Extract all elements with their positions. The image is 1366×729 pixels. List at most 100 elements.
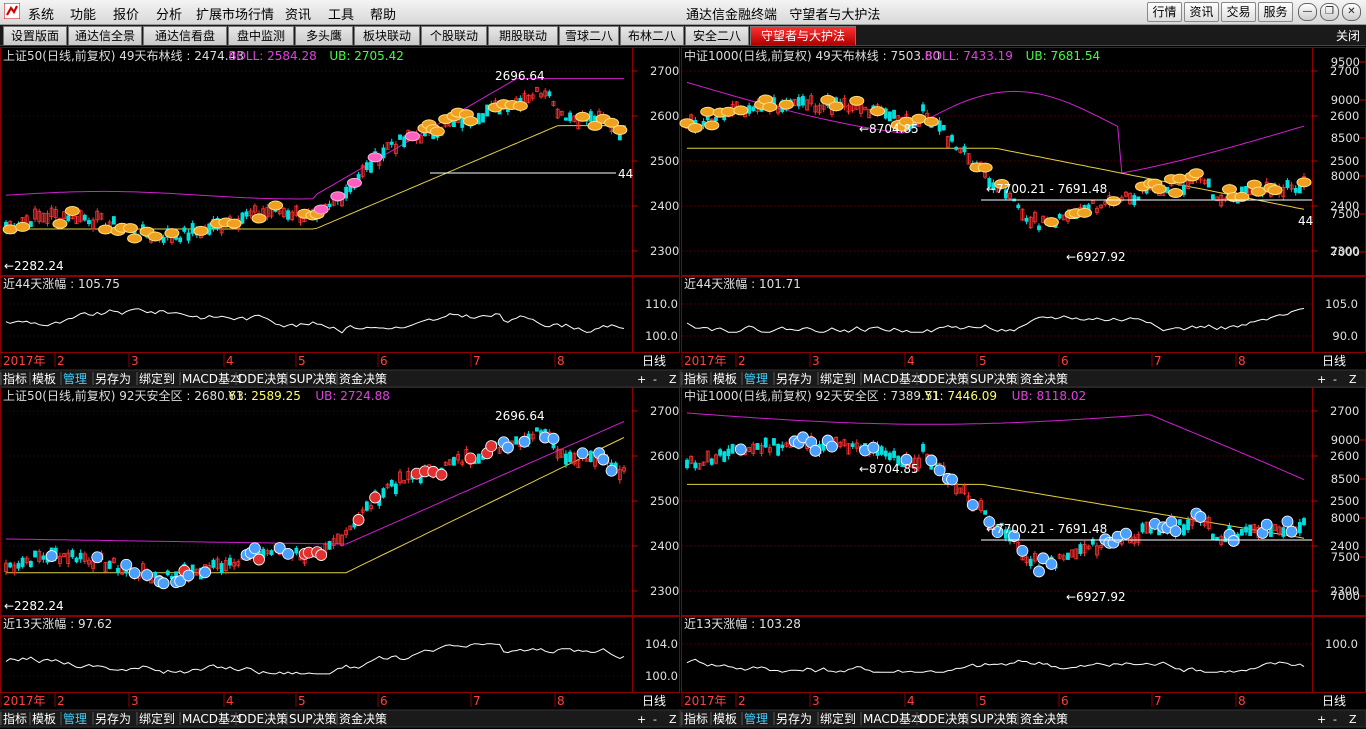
toolbar-6[interactable]: DDE决策 [919, 712, 969, 726]
toolbar-6[interactable]: DDE决策 [238, 712, 288, 726]
candle [1061, 214, 1066, 221]
candle [232, 562, 237, 567]
tab-5[interactable]: 板块联动 [354, 26, 420, 45]
tab-11[interactable]: 守望者与大护法 [750, 26, 856, 45]
menu-system[interactable]: 系统 [28, 8, 55, 23]
ball-marker-icon [1227, 535, 1240, 547]
minimize-icon[interactable]: — [1298, 3, 1317, 21]
toolbar-8[interactable]: 资金决策 [1020, 711, 1068, 726]
toolbar-5[interactable]: MACD基本 [182, 712, 242, 726]
tab-7[interactable]: 期股联动 [488, 26, 558, 45]
menu-help[interactable]: 帮助 [370, 8, 397, 23]
zoom-button-1[interactable]: - [653, 373, 657, 386]
menu-quote[interactable]: 报价 [113, 8, 140, 23]
candle [842, 98, 847, 108]
restore-icon[interactable]: ❐ [1320, 3, 1339, 21]
service-button[interactable]: 服务 [1258, 2, 1293, 22]
toolbar-2[interactable]: 管理 [63, 371, 87, 386]
candle [87, 220, 91, 225]
candle [45, 212, 50, 224]
tab-9[interactable]: 布林二八 [620, 26, 684, 45]
toolbar-0[interactable]: 指标 [684, 371, 708, 386]
tab-10[interactable]: 安全二八 [685, 26, 749, 45]
candle [62, 553, 66, 557]
panel-tl: 2700 2600 2500 2400 2300 110.0 100.0 上证50(日线,前复… [0, 47, 681, 388]
toolbar-3[interactable]: 另存为 [776, 372, 812, 386]
tab-3[interactable]: 盘中监测 [228, 26, 294, 45]
candle [107, 560, 112, 569]
toolbar-7[interactable]: SUP决策 [289, 372, 337, 386]
candle [937, 120, 942, 132]
x-axis-label: 3 [131, 694, 139, 708]
menu-analysis[interactable]: 分析 [156, 8, 183, 23]
toolbar-8[interactable]: 资金决策 [1020, 371, 1068, 386]
close-layout-button[interactable]: 关闭 [1335, 29, 1360, 43]
zoom-button-1[interactable]: - [1333, 713, 1337, 726]
candle [33, 208, 37, 220]
coin-marker-icon [193, 225, 209, 236]
menu-function[interactable]: 功能 [70, 8, 97, 23]
candle [1177, 519, 1182, 526]
toolbar-0[interactable]: 指标 [684, 711, 708, 726]
candle [1244, 186, 1248, 194]
toolbar-2[interactable]: 管理 [744, 371, 768, 386]
x-axis-label: 5 [979, 354, 987, 368]
toolbar-7[interactable]: SUP决策 [970, 712, 1018, 726]
close-icon[interactable]: ✕ [1342, 3, 1361, 21]
toolbar-8[interactable]: 资金决策 [339, 711, 387, 726]
zoom-button-2[interactable]: Z [1349, 373, 1357, 386]
toolbar-2[interactable]: 管理 [63, 711, 87, 726]
toolbar-7[interactable]: SUP决策 [289, 712, 337, 726]
tab-0[interactable]: 设置版面 [3, 26, 67, 45]
zoom-button-1[interactable]: - [1333, 373, 1337, 386]
toolbar-1[interactable]: 模板 [32, 372, 56, 386]
zoom-button-1[interactable]: - [653, 713, 657, 726]
zoom-button-2[interactable]: Z [669, 713, 677, 726]
tab-6[interactable]: 个股联动 [421, 26, 487, 45]
zoom-button-0[interactable]: + [637, 373, 646, 386]
indicator-2: UB: 7681.54 [1026, 49, 1101, 63]
news-button[interactable]: 资讯 [1184, 2, 1219, 22]
toolbar-5[interactable]: MACD基本 [182, 372, 242, 386]
toolbar-5[interactable]: MACD基本 [863, 712, 923, 726]
candle [281, 208, 286, 218]
tab-4[interactable]: 多头鹰 [295, 26, 353, 45]
toolbar-2[interactable]: 管理 [744, 711, 768, 726]
toolbar-1[interactable]: 模板 [713, 712, 737, 726]
toolbar-1[interactable]: 模板 [32, 712, 56, 726]
zoom-button-0[interactable]: + [637, 713, 646, 726]
toolbar-0[interactable]: 指标 [3, 711, 27, 726]
menu-extended-market[interactable]: 扩展市场行情 [196, 8, 275, 23]
toolbar-3[interactable]: 另存为 [95, 372, 131, 386]
market-button[interactable]: 行情 [1147, 2, 1182, 22]
toolbar-7[interactable]: SUP决策 [970, 372, 1018, 386]
ball-marker-icon [182, 569, 195, 582]
trade-button[interactable]: 交易 [1221, 2, 1256, 22]
toolbar-4[interactable]: 绑定到 [139, 711, 175, 726]
toolbar-1[interactable]: 模板 [713, 372, 737, 386]
tab-1[interactable]: 通达信全景 [68, 26, 142, 45]
toolbar-3[interactable]: 另存为 [95, 712, 131, 726]
toolbar-3[interactable]: 另存为 [776, 712, 812, 726]
zoom-button-2[interactable]: Z [1349, 713, 1357, 726]
tab-2[interactable]: 通达信看盘 [143, 26, 227, 45]
x-axis-label: 7 [473, 354, 481, 368]
toolbar-4[interactable]: 绑定到 [820, 711, 856, 726]
zoom-button-2[interactable]: Z [669, 373, 677, 386]
ball-marker-icon [1194, 511, 1207, 523]
toolbar-0[interactable]: 指标 [3, 371, 27, 386]
toolbar-6[interactable]: DDE决策 [919, 372, 969, 386]
toolbar-8[interactable]: 资金决策 [339, 371, 387, 386]
menu-news[interactable]: 资讯 [285, 8, 312, 23]
zoom-button-0[interactable]: + [1317, 713, 1326, 726]
zoom-button-0[interactable]: + [1317, 373, 1326, 386]
toolbar-4[interactable]: 绑定到 [139, 371, 175, 386]
toolbar-4[interactable]: 绑定到 [820, 371, 856, 386]
menu-tools[interactable]: 工具 [328, 8, 355, 23]
candle [1297, 522, 1302, 534]
sub-tick-label: 90.0 [1332, 329, 1358, 343]
tab-8[interactable]: 雪球二八 [559, 26, 619, 45]
toolbar-5[interactable]: MACD基本 [863, 372, 923, 386]
timeframe-label: 日线 [642, 694, 666, 708]
toolbar-6[interactable]: DDE决策 [238, 372, 288, 386]
